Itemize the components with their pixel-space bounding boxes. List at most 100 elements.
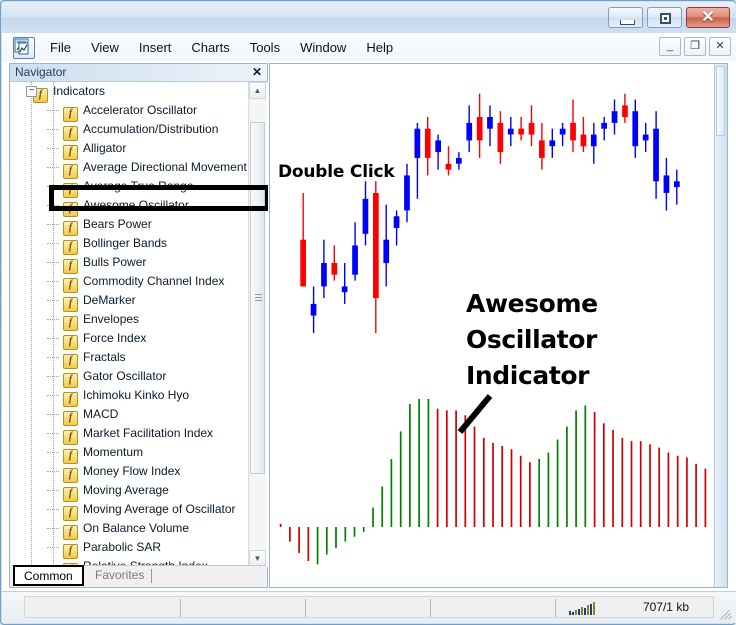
tree-connector xyxy=(47,547,59,548)
sidebar-item-average-true-range[interactable]: f Average True Range xyxy=(11,177,250,198)
tree-connector xyxy=(47,509,59,510)
menu-charts[interactable]: Charts xyxy=(191,39,230,55)
sidebar-item-parabolic-sar[interactable]: f Parabolic SAR xyxy=(11,538,250,559)
indicator-label: Bears Power xyxy=(83,217,152,231)
tree-connector xyxy=(47,452,59,453)
indicator-icon: f xyxy=(63,506,78,521)
sidebar-item-accumulation-distribution[interactable]: f Accumulation/Distribution xyxy=(11,120,250,141)
navigator-close-icon[interactable]: ✕ xyxy=(251,65,262,79)
chart-pane[interactable]: Double Click Awesome Oscillator Indicato… xyxy=(269,63,728,588)
menu-bar: File View Insert Charts Tools Window Hel… xyxy=(2,33,736,62)
indicator-label: Fractals xyxy=(83,350,126,364)
menu-file[interactable]: File xyxy=(50,39,71,55)
indicator-icon: f xyxy=(63,221,78,236)
sidebar-item-average-directional-movement[interactable]: f Average Directional Movement xyxy=(11,158,250,179)
price-and-oscillator-chart xyxy=(279,93,707,565)
sidebar-item-moving-average[interactable]: f Moving Average xyxy=(11,481,250,502)
resize-grip-icon[interactable] xyxy=(719,607,733,621)
menu-insert[interactable]: Insert xyxy=(138,39,172,55)
tree-connector xyxy=(47,300,59,301)
expander-icon[interactable]: − xyxy=(26,86,37,97)
tree-guide-line xyxy=(31,82,32,567)
status-separator-4 xyxy=(555,599,556,617)
menu-window[interactable]: Window xyxy=(300,39,347,55)
signal-bars-icon xyxy=(569,602,595,615)
sidebar-item-alligator[interactable]: f Alligator xyxy=(11,139,250,160)
scroll-up-icon[interactable]: ▲ xyxy=(249,82,266,99)
indicator-icon: f xyxy=(63,392,78,407)
sidebar-item-money-flow-index[interactable]: f Money Flow Index xyxy=(11,462,250,483)
indicator-icon: f xyxy=(63,145,78,160)
indicator-icon: f xyxy=(63,297,78,312)
sidebar-item-gator-oscillator[interactable]: f Gator Oscillator xyxy=(11,367,250,388)
indicator-tree: − f Indicators f Accelerator Oscillator f Accu… xyxy=(11,82,268,567)
sidebar-item-market-facilitation-index[interactable]: f Market Facilitation Index xyxy=(11,424,250,445)
indicator-icon: f xyxy=(63,373,78,388)
scrollbar-thumb[interactable] xyxy=(250,122,265,474)
sidebar-item-on-balance-volume[interactable]: f On Balance Volume xyxy=(11,519,250,540)
sidebar-item-macd[interactable]: f MACD xyxy=(11,405,250,426)
mdi-close-button[interactable]: ✕ xyxy=(709,37,731,56)
menu-tools[interactable]: Tools xyxy=(249,39,281,55)
tree-root-indicators[interactable]: − f Indicators xyxy=(11,82,250,103)
tab-favorites[interactable]: Favorites xyxy=(95,568,145,582)
indicator-label: Accumulation/Distribution xyxy=(83,122,219,136)
tree-scrollbar[interactable]: ▲ ▼ xyxy=(248,82,266,567)
sidebar-item-momentum[interactable]: f Momentum xyxy=(11,443,250,464)
sidebar-item-fractals[interactable]: f Fractals xyxy=(11,348,250,369)
tab-common[interactable]: Common xyxy=(13,565,84,586)
menu-items: File View Insert Charts Tools Window Hel… xyxy=(40,33,403,61)
sidebar-item-bulls-power[interactable]: f Bulls Power xyxy=(11,253,250,274)
sidebar-item-envelopes[interactable]: f Envelopes xyxy=(11,310,250,331)
sidebar-item-accelerator-oscillator[interactable]: f Accelerator Oscillator xyxy=(11,101,250,122)
minimize-button[interactable] xyxy=(608,7,643,28)
tree-connector xyxy=(47,471,59,472)
close-icon: ✕ xyxy=(701,9,715,26)
callout-line-3: Indicator xyxy=(466,361,590,390)
indicator-label: Parabolic SAR xyxy=(83,540,162,554)
sidebar-item-commodity-channel-index[interactable]: f Commodity Channel Index xyxy=(11,272,250,293)
tree-connector xyxy=(47,414,59,415)
sidebar-item-bears-power[interactable]: f Bears Power xyxy=(11,215,250,236)
tree-root-label: Indicators xyxy=(53,84,106,98)
indicator-icon: f xyxy=(63,164,78,179)
chart-scrollbar-thumb[interactable] xyxy=(716,66,725,136)
tree-connector xyxy=(47,319,59,320)
tree-connector xyxy=(47,129,59,130)
scrollbar-grip-icon xyxy=(255,294,262,303)
indicator-label: Money Flow Index xyxy=(83,464,181,478)
sidebar-item-bollinger-bands[interactable]: f Bollinger Bands xyxy=(11,234,250,255)
indicator-label: Market Facilitation Index xyxy=(83,426,214,440)
status-separator-1 xyxy=(180,599,181,617)
tree-connector xyxy=(47,376,59,377)
maximize-button[interactable] xyxy=(647,7,682,28)
indicator-icon: f xyxy=(63,468,78,483)
indicator-label: Accelerator Oscillator xyxy=(83,103,198,117)
sidebar-item-force-index[interactable]: f Force Index xyxy=(11,329,250,350)
close-button[interactable]: ✕ xyxy=(686,7,730,28)
menu-help[interactable]: Help xyxy=(366,39,394,55)
indicator-label: Ichimoku Kinko Hyo xyxy=(83,388,190,402)
sidebar-item-moving-average-of-oscillator[interactable]: f Moving Average of Oscillator xyxy=(11,500,250,521)
indicator-label: On Balance Volume xyxy=(83,521,190,535)
mdi-window-controls: _ ❐ ✕ xyxy=(659,37,731,56)
menu-view[interactable]: View xyxy=(90,39,119,55)
sidebar-item-demarker[interactable]: f DeMarker xyxy=(11,291,250,312)
sidebar-item-ichimoku-kinko-hyo[interactable]: f Ichimoku Kinko Hyo xyxy=(11,386,250,407)
status-bar: 707/1 kb xyxy=(2,591,736,623)
indicator-label: Relative Strength Index xyxy=(83,559,208,567)
sidebar-item-awesome-oscillator[interactable]: f Awesome Oscillator xyxy=(11,196,250,217)
indicator-label: DeMarker xyxy=(83,293,136,307)
navigator-tabs: Common Favorites xyxy=(11,565,266,586)
callout-pointer-arrow xyxy=(457,394,493,434)
indicator-label: Bulls Power xyxy=(83,255,147,269)
tree-connector xyxy=(47,167,59,168)
chart-vertical-scrollbar[interactable] xyxy=(714,64,727,587)
mdi-restore-button[interactable]: ❐ xyxy=(684,37,706,56)
awesome-oscillator-callout: Awesome Oscillator Indicator xyxy=(466,286,598,394)
metatrader-icon xyxy=(13,37,35,59)
indicator-label: Alligator xyxy=(83,141,127,155)
indicator-label: Envelopes xyxy=(83,312,140,326)
mdi-minimize-button[interactable]: _ xyxy=(659,37,681,56)
indicator-icon: f xyxy=(63,316,78,331)
